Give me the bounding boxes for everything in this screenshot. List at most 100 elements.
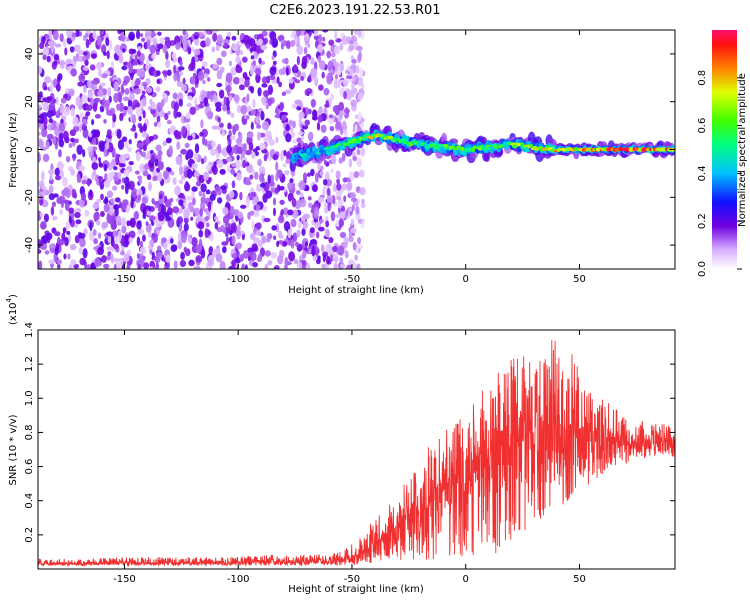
noise-dot — [141, 90, 146, 96]
noise-dot — [319, 170, 324, 177]
noise-dot — [322, 30, 329, 33]
noise-dot — [258, 166, 266, 176]
noise-dot — [207, 201, 212, 212]
noise-dot — [327, 201, 331, 212]
noise-dot — [204, 37, 211, 47]
noise-dot — [121, 136, 128, 143]
noise-dot — [221, 50, 227, 58]
noise-dot — [38, 249, 42, 254]
noise-dot — [119, 251, 125, 256]
noise-dot — [157, 171, 163, 182]
noise-dot — [205, 164, 212, 172]
noise-dot — [149, 260, 156, 269]
noise-dot — [227, 122, 232, 130]
noise-dot — [88, 132, 93, 138]
noise-dot — [197, 221, 205, 230]
noise-dot — [69, 46, 75, 53]
noise-dot — [346, 36, 352, 44]
noise-dot — [284, 264, 288, 269]
noise-dot — [50, 125, 55, 131]
noise-dot — [103, 263, 110, 269]
noise-dot — [226, 165, 232, 173]
noise-dot — [171, 52, 177, 60]
noise-dot — [58, 149, 62, 158]
noise-dot — [116, 49, 124, 57]
noise-dot — [164, 112, 169, 121]
noise-dot — [250, 86, 254, 94]
noise-dot — [141, 196, 149, 204]
noise-dot — [158, 193, 163, 200]
noise-dot — [101, 221, 109, 229]
noise-dot — [110, 253, 114, 264]
noise-dot — [240, 104, 248, 115]
noise-dot — [334, 30, 338, 41]
noise-dot — [339, 257, 344, 264]
noise-dot — [38, 260, 43, 269]
noise-dot — [188, 63, 195, 72]
noise-dot — [207, 143, 212, 151]
noise-dot — [48, 259, 55, 265]
noise-dot — [195, 243, 202, 253]
noise-dot — [134, 131, 138, 139]
noise-dot — [354, 200, 360, 207]
noise-dot — [136, 220, 142, 230]
snr-multiplier-exp: 4 — [5, 297, 13, 302]
noise-dot — [291, 139, 298, 144]
colorbar-tick-label: 0.2 — [697, 213, 708, 229]
noise-dot — [348, 206, 353, 212]
noise-dot — [135, 30, 141, 40]
noise-dot — [293, 259, 299, 265]
noise-dot — [176, 73, 181, 83]
noise-dot — [249, 232, 256, 240]
noise-dot — [223, 42, 228, 48]
noise-dot — [44, 250, 50, 255]
noise-dot — [357, 53, 362, 63]
noise-dot — [360, 203, 366, 209]
noise-dot — [292, 30, 297, 36]
noise-dot — [317, 226, 325, 232]
noise-dot — [353, 171, 360, 179]
noise-dot — [318, 60, 326, 70]
noise-dot — [329, 126, 335, 132]
noise-dot — [104, 173, 108, 181]
noise-dot — [199, 131, 204, 137]
noise-dot — [38, 239, 41, 245]
noise-dot — [70, 68, 77, 77]
noise-dot — [244, 180, 252, 186]
noise-dot — [113, 235, 121, 244]
noise-dot — [207, 259, 215, 267]
noise-dot — [354, 124, 358, 134]
noise-dot — [284, 257, 289, 267]
noise-dot — [266, 237, 271, 243]
noise-dot — [266, 233, 273, 240]
noise-dot — [255, 204, 261, 211]
y-tick-label: 1.2 — [24, 356, 35, 372]
noise-dot — [128, 180, 135, 191]
noise-dot — [199, 207, 203, 217]
noise-dot — [339, 263, 346, 269]
noise-dot — [113, 263, 117, 269]
noise-dot — [83, 84, 87, 94]
noise-dot — [282, 207, 289, 216]
noise-dot — [359, 186, 366, 196]
noise-dot — [239, 77, 245, 84]
noise-dot — [283, 149, 287, 157]
noise-dot — [275, 223, 280, 233]
noise-dot — [119, 257, 124, 267]
noise-dot — [338, 101, 345, 111]
noise-dot — [285, 67, 289, 76]
noise-dot — [128, 161, 134, 166]
noise-dot — [169, 197, 174, 203]
noise-dot — [317, 55, 322, 63]
noise-dot — [282, 163, 287, 168]
noise-dot — [307, 172, 311, 177]
noise-dot — [141, 97, 147, 106]
noise-dot — [202, 79, 206, 85]
noise-dot — [296, 106, 302, 111]
noise-dot — [275, 161, 279, 172]
noise-dot — [187, 46, 192, 55]
noise-dot — [310, 57, 315, 65]
noise-dot — [103, 163, 108, 172]
noise-dot — [118, 54, 124, 64]
noise-dot — [149, 98, 153, 106]
